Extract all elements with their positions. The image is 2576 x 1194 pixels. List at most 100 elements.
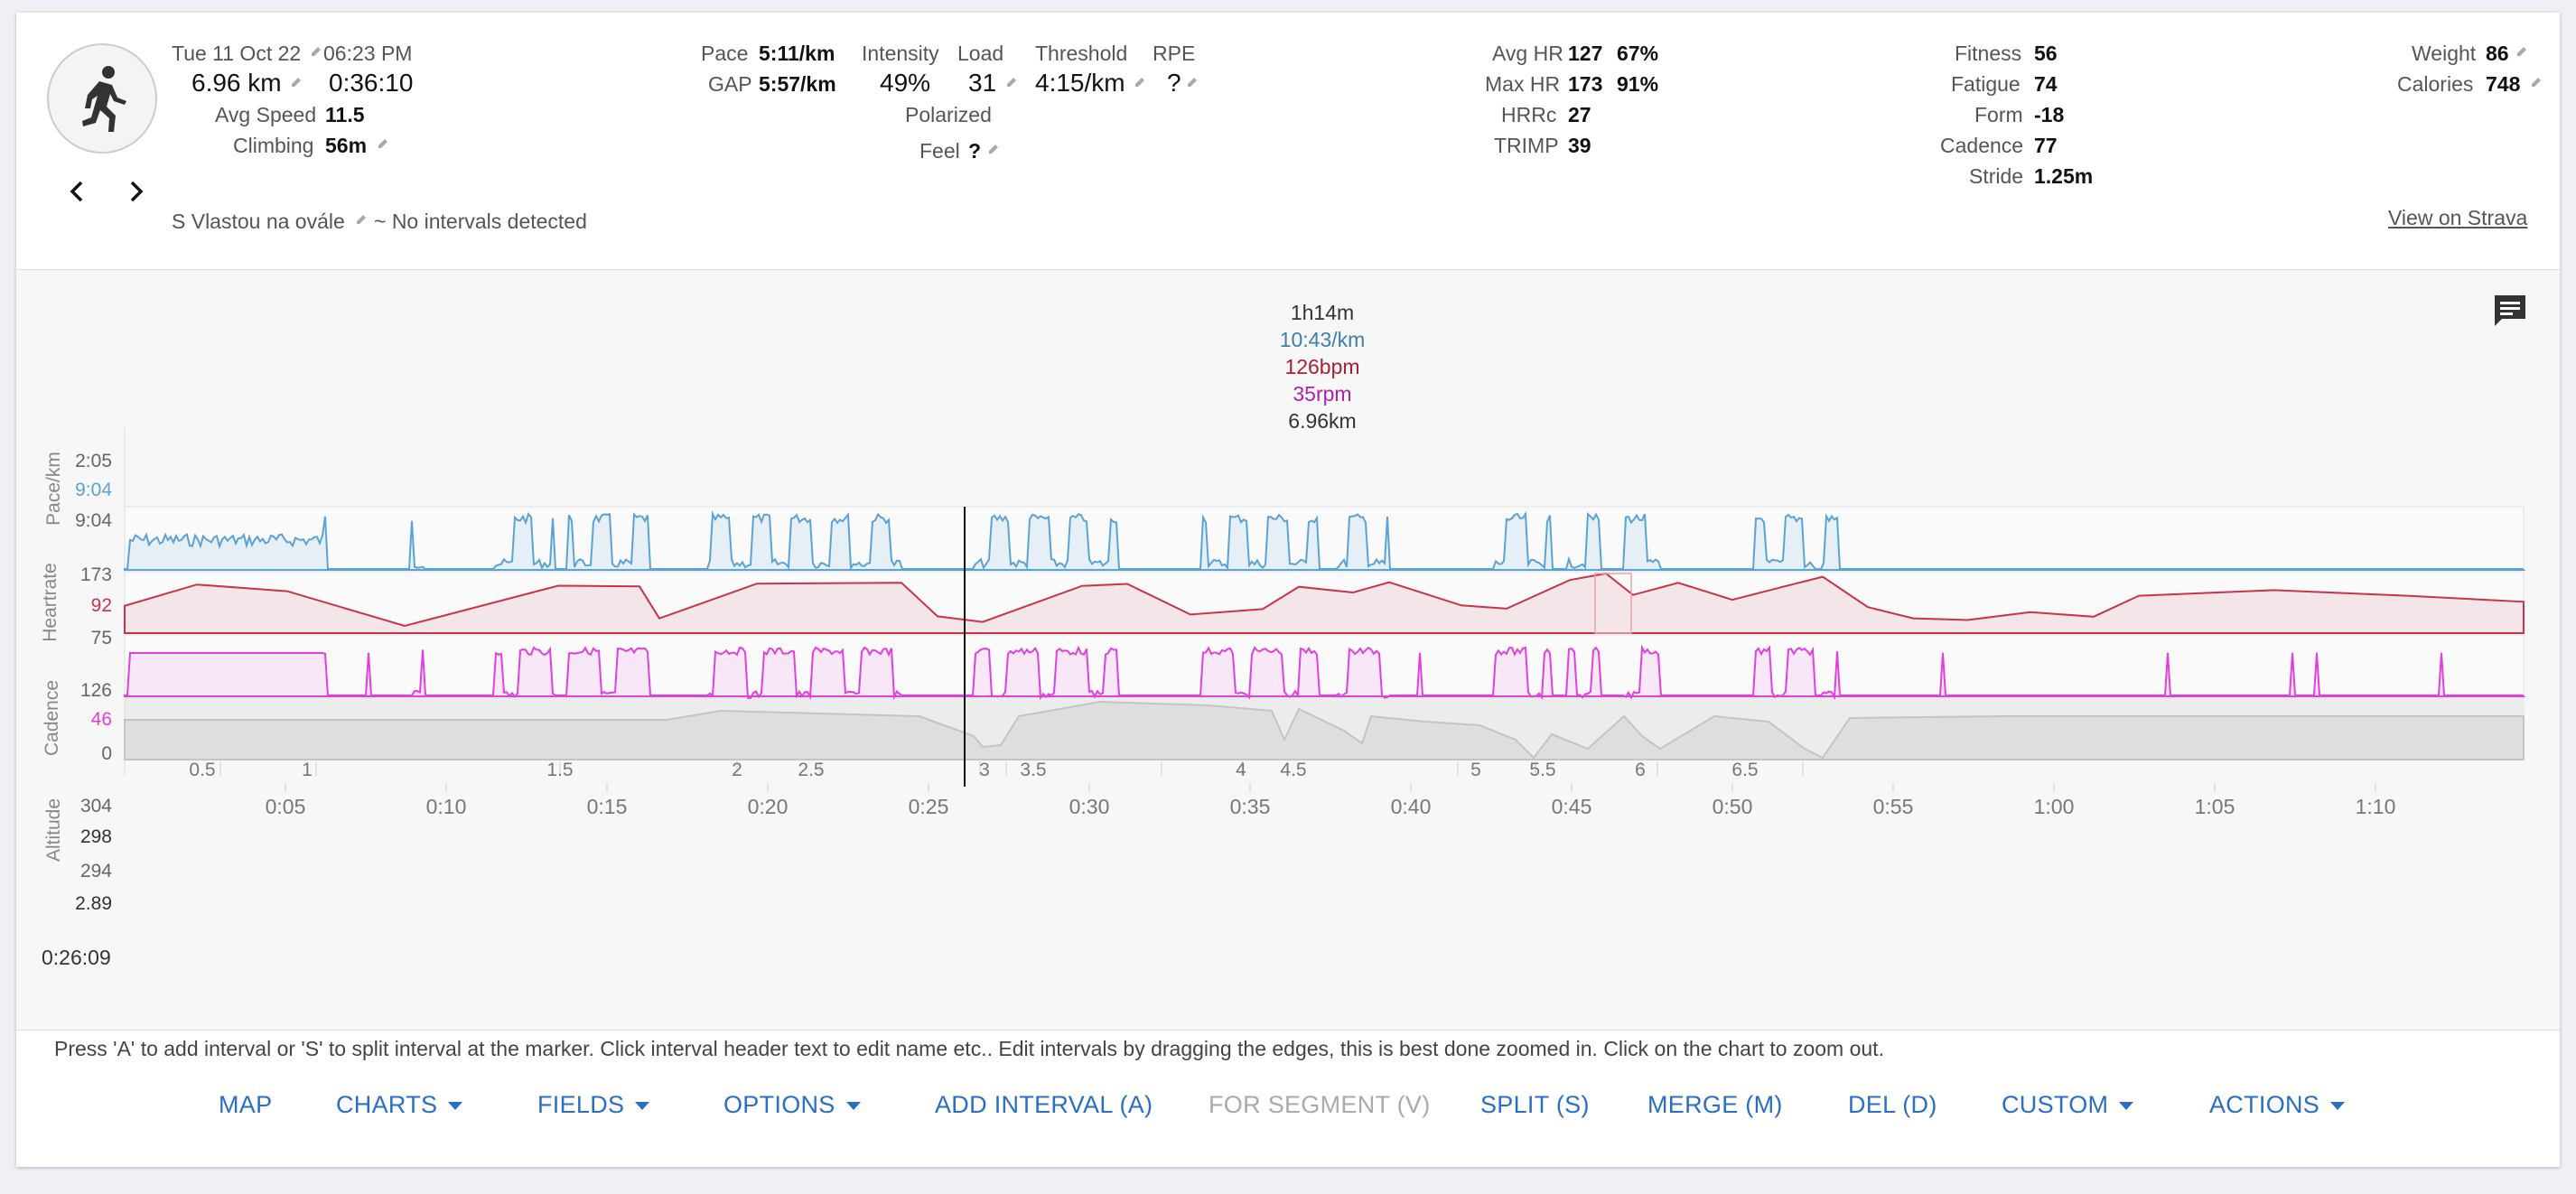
edit-threshold-icon[interactable] bbox=[1134, 76, 1146, 89]
activity-distance[interactable]: 6.96 km bbox=[191, 69, 282, 97]
add-interval-label: ADD INTERVAL (A) bbox=[935, 1091, 1153, 1118]
cadence-tick-top: 126 bbox=[79, 680, 112, 701]
for-segment-label: FOR SEGMENT (V) bbox=[1209, 1091, 1431, 1118]
cadence-tick-mid: 46 bbox=[90, 709, 112, 730]
map-button-label: MAP bbox=[219, 1091, 273, 1118]
calories-value[interactable]: 748 bbox=[2486, 72, 2521, 96]
custom-menu-button[interactable]: CUSTOM bbox=[2002, 1091, 2134, 1119]
next-activity-button[interactable] bbox=[117, 173, 154, 210]
previous-activity-button[interactable] bbox=[60, 173, 96, 210]
distance-tick-label: 5.5 bbox=[1529, 760, 1555, 780]
gap-label: GAP bbox=[708, 72, 752, 96]
cadence-value: 77 bbox=[2034, 134, 2058, 157]
calories-label: Calories bbox=[2397, 72, 2474, 96]
form-label: Form bbox=[1974, 103, 2023, 126]
pace-value: 5:11/km bbox=[759, 42, 835, 65]
climbing-value[interactable]: 56m bbox=[325, 134, 368, 157]
rpe-value[interactable]: ? bbox=[1167, 69, 1181, 97]
time-tick-label: 0:40 bbox=[1391, 795, 1432, 818]
threshold-value[interactable]: 4:15/km bbox=[1035, 69, 1125, 97]
tooltip-time: 1h14m bbox=[1290, 301, 1355, 324]
edit-feel-icon[interactable] bbox=[987, 143, 1000, 155]
fitness-value: 56 bbox=[2034, 42, 2058, 65]
edit-climbing-icon[interactable] bbox=[377, 137, 389, 150]
distance-tick-label: 1 bbox=[302, 760, 313, 780]
avg-speed-value: 11.5 bbox=[325, 103, 365, 126]
avg-hr-percent: 67% bbox=[1617, 42, 1659, 65]
activity-date[interactable]: Tue 11 Oct 22 bbox=[172, 42, 302, 65]
edit-weight-icon[interactable] bbox=[2515, 45, 2528, 58]
time-tick-label: 0:20 bbox=[748, 795, 789, 818]
merge-button[interactable]: MERGE (M) bbox=[1647, 1091, 1783, 1119]
max-hr-percent: 91% bbox=[1617, 72, 1659, 96]
activity-card: Tue 11 Oct 22 06:23 PM 6.96 km 0:36:10 A… bbox=[16, 13, 2560, 1167]
feel-value[interactable]: ? bbox=[968, 139, 982, 163]
distance-tick-label: 6.5 bbox=[1731, 760, 1758, 780]
max-hr-value: 173 bbox=[1568, 72, 1603, 96]
distance-tick-label: 4.5 bbox=[1280, 760, 1306, 780]
hrrc-value: 27 bbox=[1568, 103, 1591, 126]
edit-name-icon[interactable] bbox=[355, 213, 368, 226]
pace-tick-top: 2:05 bbox=[75, 451, 112, 471]
time-tick-label: 0:35 bbox=[1230, 795, 1271, 818]
chevron-down-icon bbox=[845, 1102, 861, 1111]
hr-tick-bottom: 75 bbox=[90, 628, 112, 648]
actions-menu-button[interactable]: ACTIONS bbox=[2209, 1091, 2346, 1119]
form-value: -18 bbox=[2034, 103, 2065, 126]
distance-tick-label: 1.5 bbox=[546, 760, 573, 780]
fatigue-value: 74 bbox=[2034, 72, 2058, 96]
time-tick-label: 1:05 bbox=[2195, 795, 2235, 818]
max-hr-label: Max HR bbox=[1485, 72, 1561, 96]
time-tick-label: 0:10 bbox=[426, 795, 467, 818]
distance-tick-label: 3.5 bbox=[1020, 760, 1046, 780]
edit-calories-icon[interactable] bbox=[2530, 76, 2543, 89]
chevron-down-icon bbox=[448, 1102, 463, 1111]
hr-tick-mid: 92 bbox=[90, 595, 112, 616]
time-tick-label: 0:15 bbox=[587, 795, 628, 818]
altitude-tick-mid: 298 bbox=[79, 826, 112, 847]
activity-chart[interactable]: 1h14m 10:43/km 126bpm 35rpm 6.96km Pace/… bbox=[16, 269, 2560, 1030]
edit-distance-icon[interactable] bbox=[290, 76, 303, 89]
time-tick-label: 0:25 bbox=[909, 795, 949, 818]
weight-value[interactable]: 86 bbox=[2486, 42, 2509, 65]
merge-label: MERGE (M) bbox=[1647, 1091, 1783, 1118]
cadence-tick-bottom: 0 bbox=[101, 743, 112, 764]
activity-name[interactable]: S Vlastou na ovále bbox=[172, 210, 345, 233]
distance-tick-label: 6 bbox=[1635, 760, 1646, 780]
cadence-trace bbox=[124, 644, 2526, 701]
load-value[interactable]: 31 bbox=[968, 69, 997, 97]
edit-rpe-icon[interactable] bbox=[1186, 76, 1199, 89]
delete-button[interactable]: DEL (D) bbox=[1848, 1091, 1937, 1119]
view-on-strava-link[interactable]: View on Strava bbox=[2388, 206, 2528, 229]
fields-menu-button[interactable]: FIELDS bbox=[537, 1091, 650, 1119]
add-interval-button[interactable]: ADD INTERVAL (A) bbox=[935, 1091, 1153, 1119]
activity-time: 06:23 PM bbox=[323, 42, 413, 65]
distance-tick-label: 2 bbox=[732, 760, 742, 780]
edit-load-icon[interactable] bbox=[1005, 76, 1018, 89]
delete-label: DEL (D) bbox=[1848, 1091, 1937, 1118]
intensity-label: Intensity bbox=[862, 42, 939, 65]
cadence-label: Cadence bbox=[1940, 134, 2024, 157]
map-button[interactable]: MAP bbox=[219, 1091, 272, 1119]
distance-tick-label: 5 bbox=[1470, 760, 1481, 780]
load-label: Load bbox=[957, 42, 1004, 65]
split-button[interactable]: SPLIT (S) bbox=[1480, 1091, 1590, 1119]
for-segment-button[interactable]: FOR SEGMENT (V) bbox=[1209, 1091, 1431, 1119]
climbing-label: Climbing bbox=[233, 134, 314, 157]
fields-button-label: FIELDS bbox=[537, 1091, 625, 1118]
activity-plot-svg[interactable]: 0.5 1 1.5 2 2.5 3 3.5 4 4.5 5 5.5 6 6.5 0:05 0:10 0:15 0… bbox=[16, 270, 2560, 1031]
weight-label: Weight bbox=[2412, 42, 2477, 65]
fitness-label: Fitness bbox=[1955, 42, 2022, 65]
edit-date-icon[interactable] bbox=[310, 45, 322, 58]
distance-tick-label: 4 bbox=[1236, 760, 1246, 780]
feel-label: Feel bbox=[919, 139, 960, 163]
options-menu-button[interactable]: OPTIONS bbox=[723, 1091, 861, 1119]
comment-icon[interactable] bbox=[2491, 292, 2529, 330]
trimp-value: 39 bbox=[1568, 134, 1591, 157]
pace-tick-mid: 9:04 bbox=[75, 480, 112, 500]
charts-menu-button[interactable]: CHARTS bbox=[336, 1091, 463, 1119]
avg-hr-label: Avg HR bbox=[1492, 42, 1563, 65]
run-activity-icon bbox=[47, 43, 157, 154]
distance-start-label: 2.89 bbox=[75, 893, 112, 914]
tooltip-pace: 10:43/km bbox=[1279, 328, 1366, 351]
